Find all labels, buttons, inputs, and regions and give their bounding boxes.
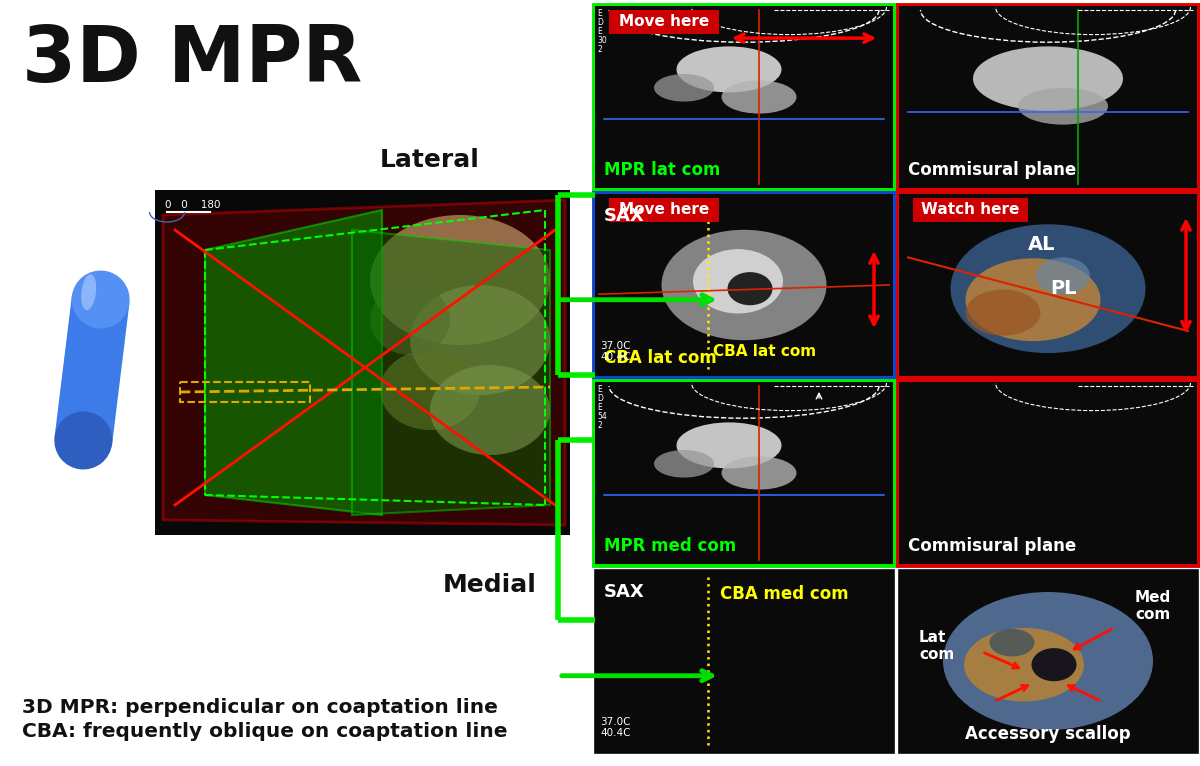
Ellipse shape [966, 258, 1100, 341]
Bar [54, 296, 130, 444]
Ellipse shape [1018, 88, 1108, 125]
Bar [898, 569, 1198, 753]
Text: SAX: SAX [604, 583, 644, 601]
Ellipse shape [82, 274, 96, 310]
Ellipse shape [380, 350, 480, 430]
Text: 37.0C: 37.0C [600, 717, 630, 727]
Text: Lat
com: Lat com [919, 630, 954, 663]
Text: Commisural plane: Commisural plane [908, 161, 1076, 179]
Text: Move here: Move here [619, 15, 709, 30]
Ellipse shape [410, 285, 550, 395]
Bar [610, 198, 719, 222]
Text: 3D MPR: 3D MPR [22, 22, 362, 98]
Text: PL: PL [1050, 279, 1076, 298]
Polygon shape [163, 200, 565, 525]
Text: 2: 2 [598, 45, 601, 54]
Ellipse shape [721, 457, 797, 489]
Ellipse shape [430, 365, 550, 455]
Text: D: D [598, 18, 602, 27]
Text: E: E [598, 403, 601, 412]
Polygon shape [205, 210, 382, 515]
Bar [155, 190, 570, 535]
Text: E: E [598, 385, 601, 394]
Ellipse shape [677, 47, 781, 93]
Text: CBA lat com: CBA lat com [604, 349, 716, 367]
Text: MPR med com: MPR med com [604, 537, 737, 555]
Bar [610, 10, 719, 34]
Polygon shape [352, 230, 550, 515]
Ellipse shape [54, 411, 113, 470]
Text: E: E [598, 9, 601, 18]
Ellipse shape [1032, 648, 1076, 681]
Ellipse shape [973, 47, 1123, 111]
Ellipse shape [964, 628, 1084, 702]
Bar [595, 382, 893, 564]
Bar [899, 6, 1198, 188]
Bar [595, 6, 893, 188]
Bar [594, 569, 894, 753]
Bar [595, 570, 893, 752]
Ellipse shape [966, 290, 1040, 336]
Text: SAX: SAX [604, 207, 644, 225]
Text: Commisural plane: Commisural plane [908, 537, 1076, 555]
Bar [594, 5, 894, 189]
Bar [899, 382, 1198, 564]
Text: 0   0    180: 0 0 180 [166, 200, 221, 210]
Text: Medial: Medial [443, 573, 536, 597]
Text: 40.4C: 40.4C [600, 352, 630, 362]
Text: AL: AL [1028, 235, 1056, 254]
Text: Watch here: Watch here [922, 202, 1020, 218]
Ellipse shape [950, 224, 1146, 353]
Text: MPR lat com: MPR lat com [604, 161, 720, 179]
Text: Lateral: Lateral [380, 148, 480, 172]
Ellipse shape [677, 422, 781, 468]
Ellipse shape [72, 270, 130, 329]
Bar [898, 5, 1198, 189]
Bar [594, 381, 894, 565]
Text: E: E [598, 27, 601, 36]
Bar [594, 193, 894, 377]
Bar [898, 193, 1198, 377]
Text: 40.4C: 40.4C [600, 728, 630, 738]
Bar [898, 381, 1198, 565]
Text: CBA lat com: CBA lat com [713, 344, 816, 359]
Ellipse shape [654, 74, 714, 102]
Ellipse shape [370, 215, 550, 345]
Text: Accessory scallop: Accessory scallop [965, 725, 1130, 743]
Ellipse shape [1036, 257, 1090, 294]
Bar [899, 570, 1198, 752]
Bar [180, 382, 310, 402]
Ellipse shape [654, 450, 714, 477]
Ellipse shape [370, 285, 450, 355]
Ellipse shape [694, 249, 784, 313]
Text: 30: 30 [598, 36, 607, 45]
Bar [913, 198, 1028, 222]
Text: D: D [598, 394, 602, 403]
Text: Move here: Move here [619, 202, 709, 218]
Ellipse shape [943, 592, 1153, 730]
Bar [595, 194, 893, 376]
Text: 2: 2 [598, 421, 601, 430]
Text: Med
com: Med com [1135, 590, 1171, 622]
Ellipse shape [721, 80, 797, 113]
Text: CBA med com: CBA med com [720, 585, 848, 603]
Text: 37.0C: 37.0C [600, 341, 630, 351]
Text: 3D MPR: perpendicular on coaptation line: 3D MPR: perpendicular on coaptation line [22, 698, 498, 717]
Ellipse shape [727, 272, 773, 305]
Text: CBA: frequently oblique on coaptation line: CBA: frequently oblique on coaptation li… [22, 722, 508, 741]
Text: 54: 54 [598, 412, 607, 421]
Ellipse shape [990, 629, 1034, 656]
Ellipse shape [661, 230, 827, 340]
Bar [899, 194, 1198, 376]
